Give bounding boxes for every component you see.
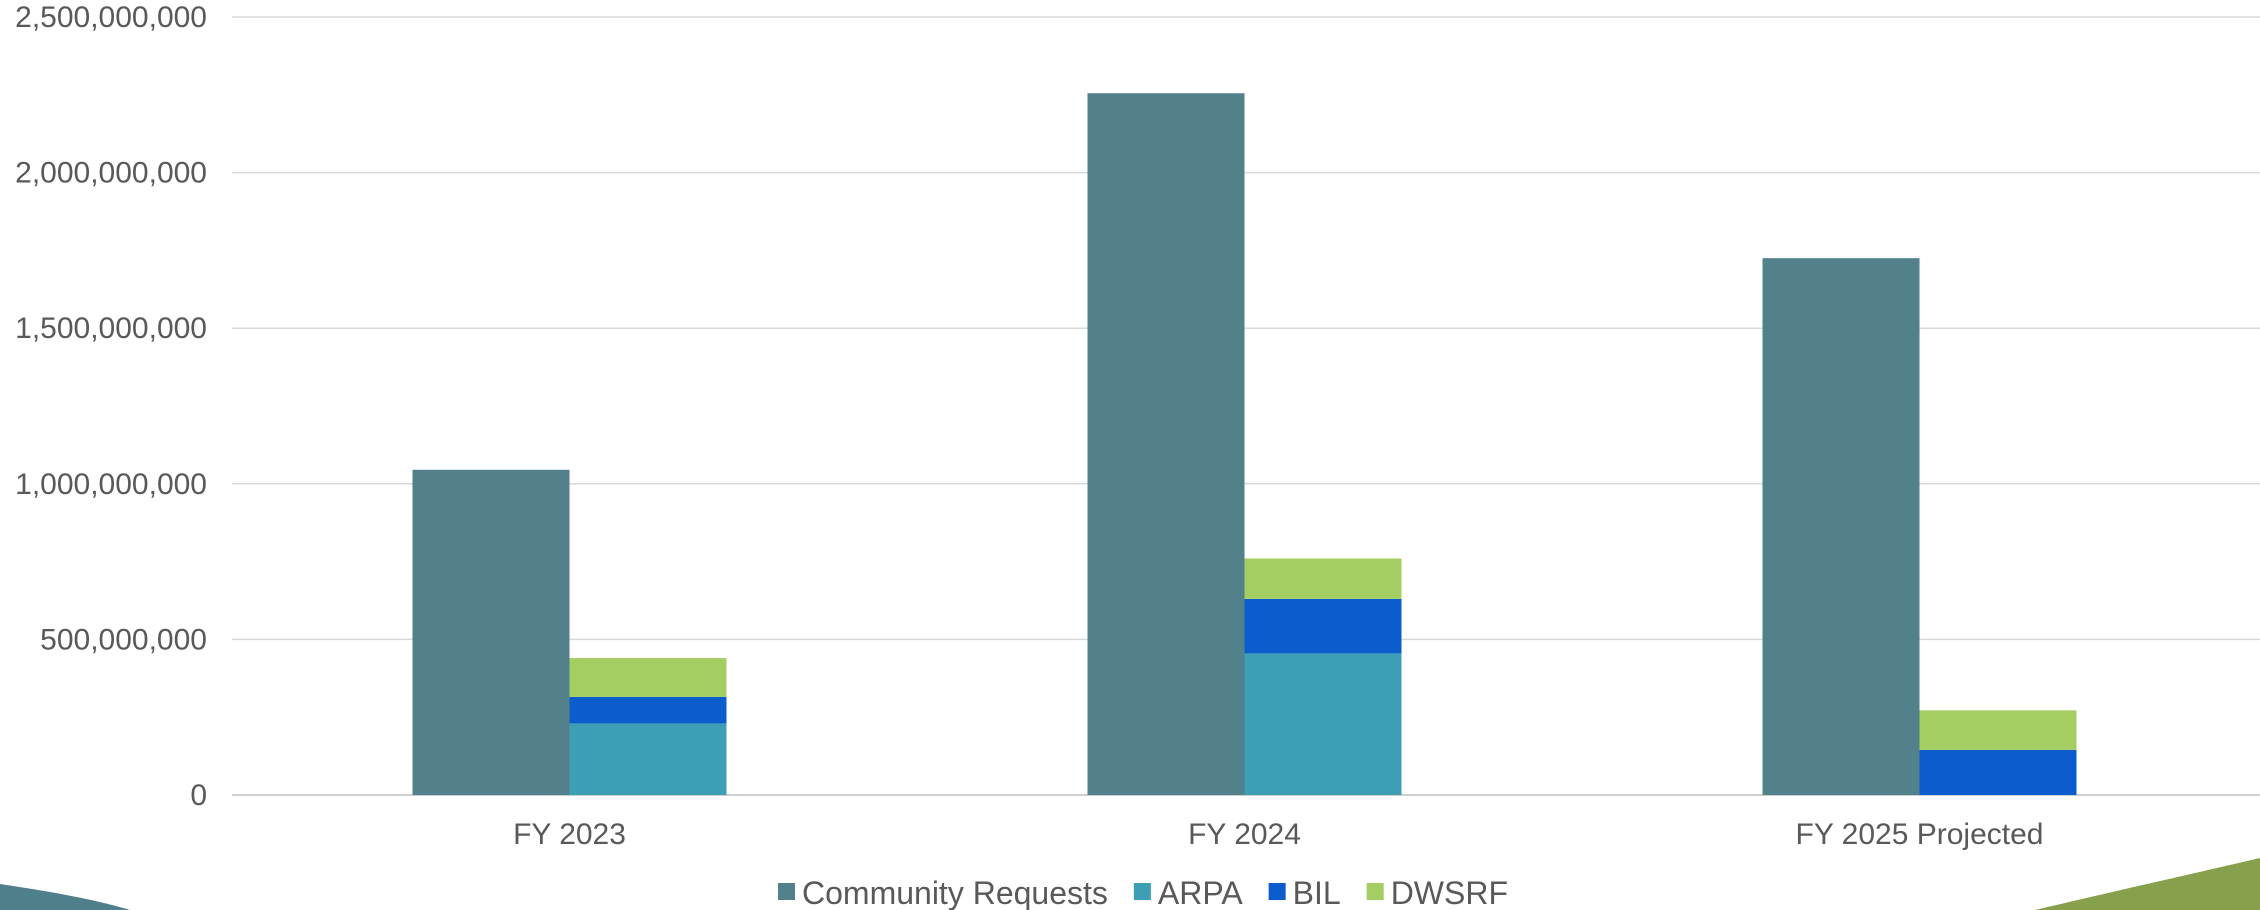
y-tick-label: 0: [190, 779, 207, 812]
bar-community-requests-1: [412, 469, 570, 795]
x-category-label: FY 2025 Projected: [1796, 818, 2044, 851]
bar-community-requests-2: [1087, 93, 1245, 795]
bar-community-requests-3: [1762, 258, 1920, 795]
bar-dwsrf-3: [1919, 710, 2077, 750]
decorative-swooshes: [0, 858, 2260, 910]
legend-swatch: [1366, 883, 1384, 900]
legend-label: Community Requests: [802, 875, 1108, 910]
bars: [412, 93, 2077, 795]
bar-dwsrf-1: [569, 658, 727, 697]
y-tick-label: 1,500,000,000: [15, 312, 207, 345]
legend-swatch: [778, 883, 795, 900]
bar-bil-3: [1919, 749, 2077, 795]
x-category-label: FY 2024: [1188, 818, 1301, 851]
right-swoosh-shape: [2035, 858, 2260, 910]
bar-arpa-1: [569, 723, 727, 795]
legend: Community Requests ARPA BIL DWSRF: [778, 875, 1508, 910]
legend-swatch: [1268, 883, 1286, 900]
y-axis-ticks: 0 500,000,000 1,000,000,000 1,500,000,000 2,…: [15, 1, 207, 812]
legend-label: BIL: [1293, 875, 1341, 910]
legend-label: DWSRF: [1391, 875, 1508, 910]
x-axis-labels: FY 2023 FY 2024 FY 2025 Projected: [513, 818, 2043, 851]
left-swoosh-shape: [0, 884, 130, 910]
bar-arpa-2: [1244, 653, 1402, 795]
bar-bil-1: [569, 696, 727, 724]
legend-label: ARPA: [1158, 875, 1243, 910]
y-tick-label: 2,000,000,000: [15, 157, 207, 190]
legend-swatch: [1133, 883, 1151, 900]
bar-bil-2: [1244, 598, 1402, 654]
y-tick-label: 1,000,000,000: [15, 468, 207, 501]
bar-dwsrf-2: [1244, 558, 1402, 599]
y-tick-label: 500,000,000: [40, 623, 207, 656]
y-tick-label: 2,500,000,000: [15, 1, 207, 34]
x-category-label: FY 2023: [513, 818, 626, 851]
